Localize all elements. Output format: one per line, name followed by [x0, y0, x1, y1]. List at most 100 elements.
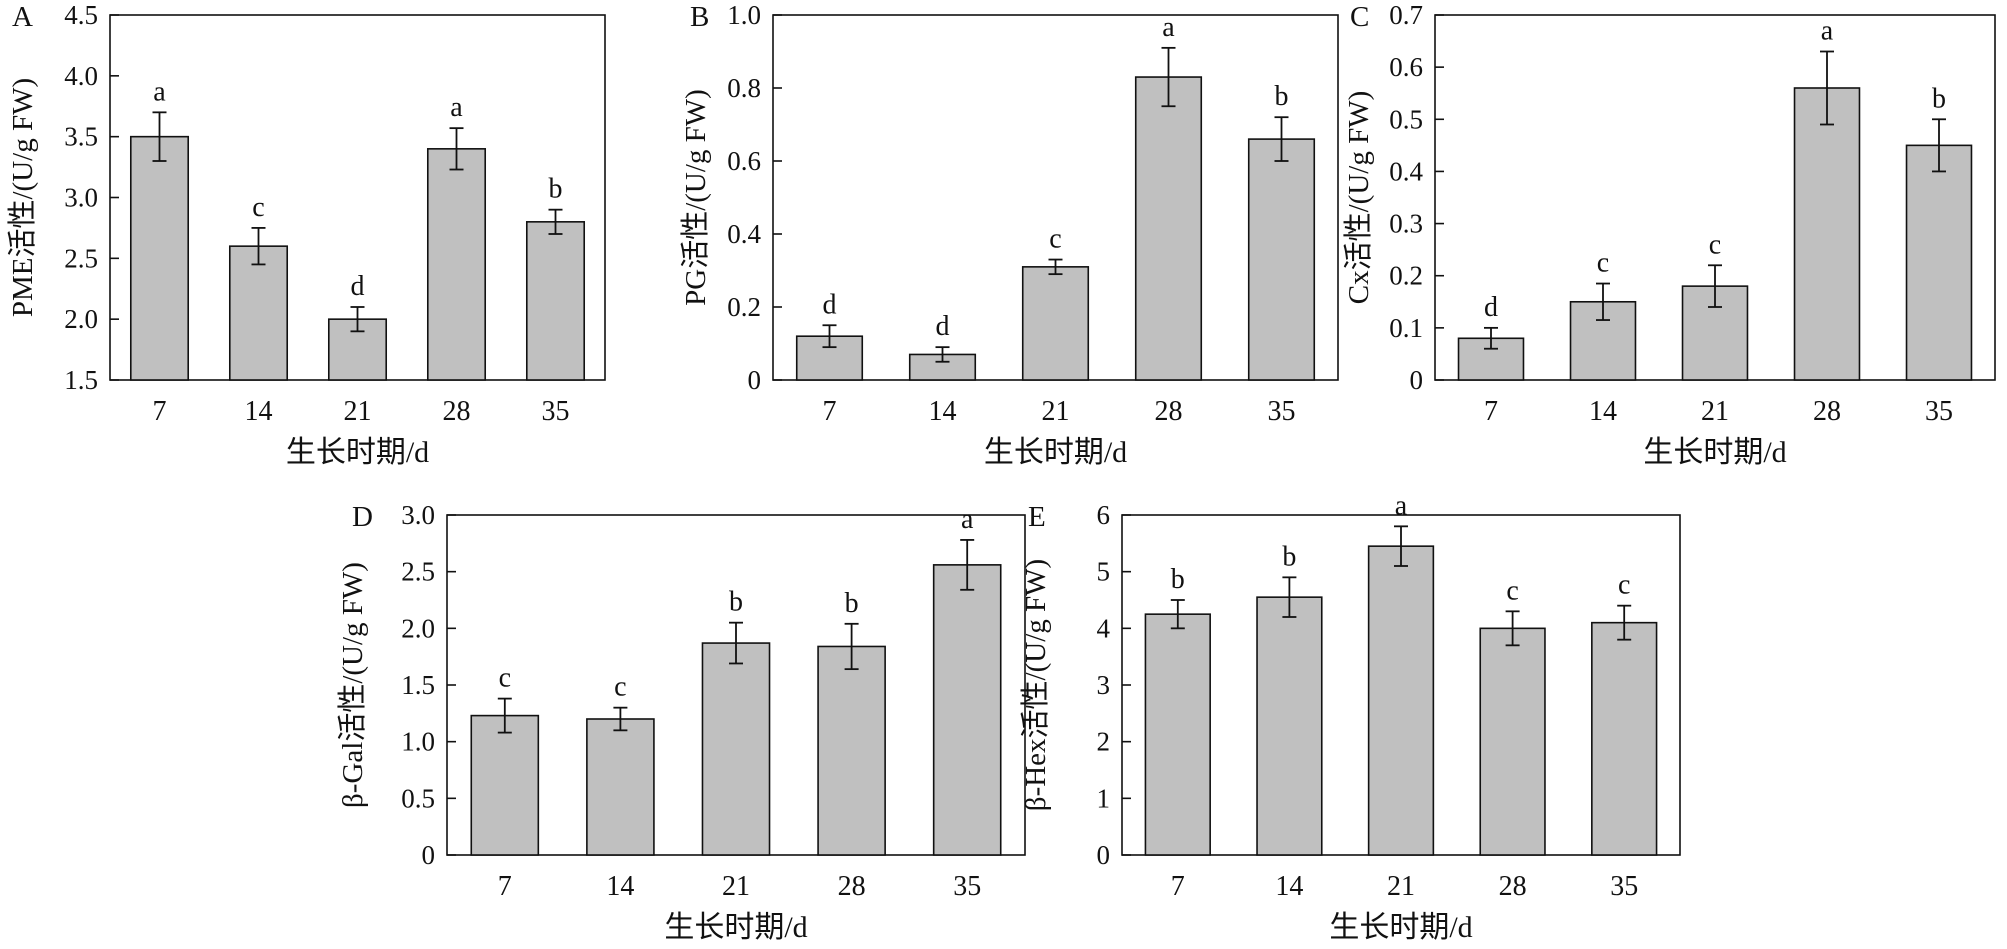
- significance-letter: b: [845, 588, 859, 619]
- y-tick-label: 2.0: [64, 304, 98, 334]
- significance-letter: a: [450, 92, 463, 123]
- y-axis-title: Cx活性/(U/g FW): [1342, 91, 1375, 304]
- x-tick-label: 7: [153, 396, 167, 427]
- y-tick-label: 0.5: [401, 783, 435, 813]
- y-tick-label: 0: [1097, 840, 1111, 870]
- y-tick-label: 5: [1097, 557, 1111, 587]
- x-tick-label: 14: [1589, 396, 1617, 427]
- y-tick-label: 0.3: [1389, 209, 1423, 239]
- x-axis-title: 生长时期/d: [1643, 436, 1786, 469]
- y-tick-label: 3.5: [64, 122, 98, 152]
- y-tick-label: 4: [1097, 613, 1111, 643]
- y-tick-label: 0.6: [727, 146, 761, 176]
- significance-letter: a: [153, 76, 166, 107]
- x-tick-label: 35: [953, 871, 981, 902]
- bar: [131, 137, 188, 380]
- y-axis-title: PG活性/(U/g FW): [679, 89, 712, 306]
- y-axis-title: PME活性/(U/g FW): [6, 78, 39, 317]
- y-tick-label: 1.0: [401, 727, 435, 757]
- x-axis-title: 生长时期/d: [664, 911, 807, 944]
- y-tick-label: 0.7: [1389, 0, 1423, 30]
- significance-letter: a: [1821, 16, 1834, 47]
- x-tick-label: 28: [1499, 871, 1527, 902]
- x-tick-label: 21: [1387, 871, 1415, 902]
- significance-letter: d: [351, 271, 365, 302]
- x-tick-label: 7: [1171, 871, 1185, 902]
- y-tick-label: 2.5: [401, 557, 435, 587]
- bar: [428, 149, 485, 380]
- bar: [1369, 546, 1434, 855]
- bar: [471, 716, 538, 855]
- y-tick-label: 3: [1097, 670, 1111, 700]
- significance-letter: c: [252, 192, 264, 223]
- panel-c: 0 0.1 0.2 0.3 0.4 0.5 0.6 0.7 d 7 c 14 c 21 a 28 b 35 C 生长时…: [1342, 0, 1995, 469]
- significance-letter: c: [614, 672, 626, 703]
- y-tick-label: 4.5: [64, 0, 98, 30]
- bar: [1907, 145, 1972, 380]
- x-tick-label: 35: [542, 396, 570, 427]
- significance-letter: c: [1618, 570, 1630, 601]
- panel-label: D: [352, 501, 373, 533]
- x-tick-label: 7: [823, 396, 837, 427]
- significance-letter: c: [499, 663, 511, 694]
- y-tick-label: 0: [748, 365, 762, 395]
- bar: [702, 643, 769, 855]
- x-tick-label: 35: [1610, 871, 1638, 902]
- y-tick-label: 1.5: [64, 365, 98, 395]
- panel-b: 0 0.2 0.4 0.6 0.8 1.0 d 7 d 14 c 21 a 28 b 35 B 生长时期/d PG活…: [679, 0, 1338, 469]
- x-tick-label: 14: [606, 871, 634, 902]
- bar: [1592, 623, 1657, 855]
- x-axis-title: 生长时期/d: [286, 436, 429, 469]
- x-tick-label: 28: [838, 871, 866, 902]
- y-tick-label: 0.4: [727, 219, 761, 249]
- significance-letter: b: [549, 174, 563, 205]
- x-tick-label: 14: [1275, 871, 1303, 902]
- y-axis-title: β-Hex活性/(U/g FW): [1019, 559, 1052, 811]
- significance-letter: a: [961, 504, 974, 535]
- significance-letter: b: [1171, 564, 1185, 595]
- x-tick-label: 28: [1813, 396, 1841, 427]
- x-tick-label: 21: [1701, 396, 1729, 427]
- y-tick-label: 4.0: [64, 61, 98, 91]
- y-tick-label: 0.2: [1389, 261, 1423, 291]
- significance-letter: d: [823, 289, 837, 320]
- panel-e: 0 1 2 3 4 5 6 b 7 b 14 a 21 c 28 c 35 E 生长时期/d β-Hex活性/(U/g…: [1019, 490, 1680, 944]
- x-tick-label: 35: [1268, 396, 1296, 427]
- x-tick-label: 7: [1484, 396, 1498, 427]
- bar: [527, 222, 584, 380]
- significance-letter: c: [1709, 229, 1721, 260]
- significance-letter: d: [1484, 292, 1498, 323]
- x-tick-label: 28: [443, 396, 471, 427]
- significance-letter: a: [1395, 490, 1408, 521]
- significance-letter: d: [936, 311, 950, 342]
- significance-letter: c: [1597, 248, 1609, 279]
- significance-letter: b: [1275, 81, 1289, 112]
- y-tick-label: 2.0: [401, 613, 435, 643]
- y-tick-label: 0.8: [727, 73, 761, 103]
- bar: [818, 646, 885, 855]
- bar: [1795, 88, 1860, 380]
- y-axis-title: β-Gal活性/(U/g FW): [336, 562, 369, 808]
- x-tick-label: 35: [1925, 396, 1953, 427]
- x-tick-label: 21: [1042, 396, 1070, 427]
- y-tick-label: 2.5: [64, 243, 98, 273]
- x-axis-title: 生长时期/d: [984, 436, 1127, 469]
- x-tick-label: 14: [929, 396, 957, 427]
- significance-letter: b: [1282, 541, 1296, 572]
- bar: [587, 719, 654, 855]
- x-tick-label: 21: [344, 396, 372, 427]
- y-tick-label: 1.5: [401, 670, 435, 700]
- panel-label: A: [12, 1, 33, 33]
- x-tick-label: 28: [1155, 396, 1183, 427]
- y-tick-label: 0: [1410, 365, 1424, 395]
- significance-letter: b: [1932, 83, 1946, 114]
- y-tick-label: 3.0: [64, 183, 98, 213]
- significance-letter: c: [1049, 224, 1061, 255]
- y-tick-label: 0: [422, 840, 436, 870]
- x-tick-label: 14: [245, 396, 273, 427]
- panel-d: 0 0.5 1.0 1.5 2.0 2.5 3.0 c 7 c 14 b 21 b 28 a 35 D 生长时期/d…: [336, 500, 1025, 944]
- y-tick-label: 0.5: [1389, 104, 1423, 134]
- bar: [230, 246, 287, 380]
- y-tick-label: 2: [1097, 727, 1111, 757]
